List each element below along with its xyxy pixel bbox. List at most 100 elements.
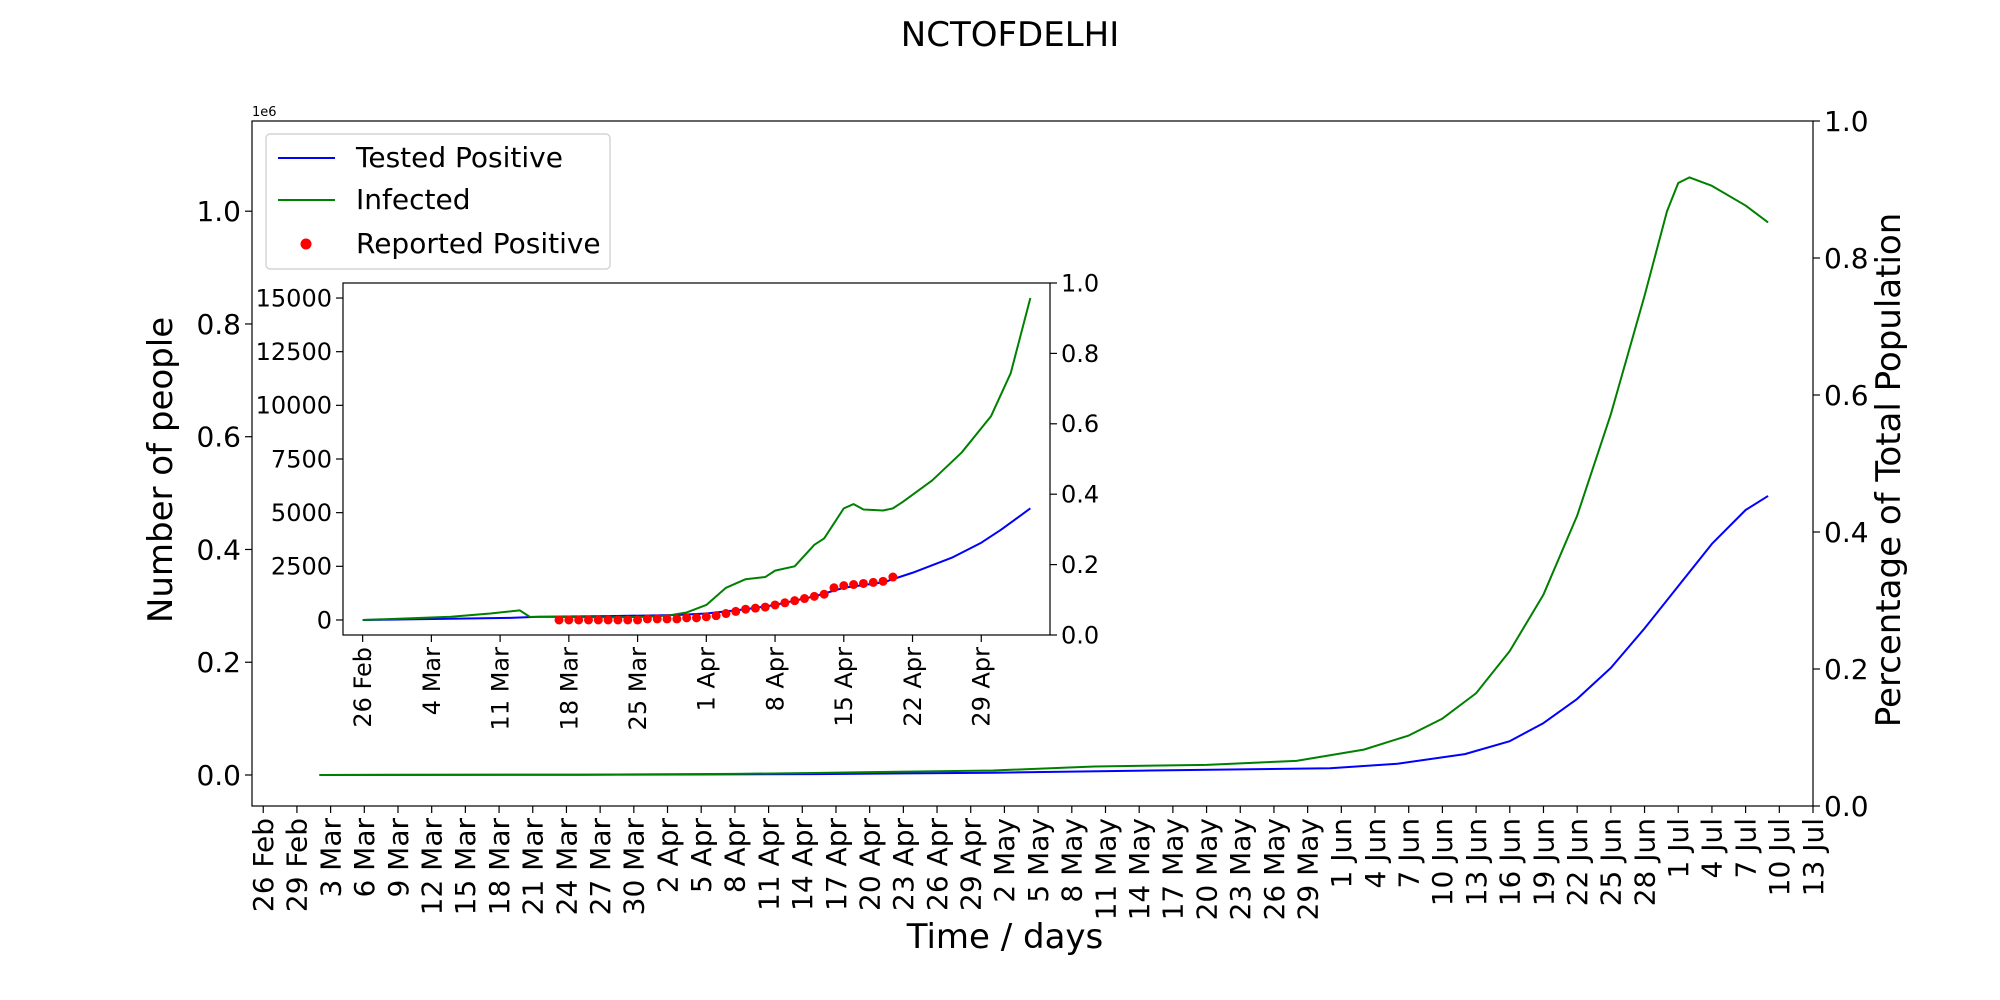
main-y2-tick-label: 0.2 bbox=[1824, 653, 1869, 686]
main-x-tick-label: 3 Mar bbox=[314, 818, 347, 898]
inset-series-line-infected bbox=[362, 297, 1032, 621]
x-axis-label: Time / days bbox=[906, 917, 1104, 957]
y2-axis-label: Percentage of Total Population bbox=[1869, 213, 1909, 728]
main-x-tick-label: 8 Apr bbox=[719, 818, 752, 894]
main-plot-frame bbox=[251, 120, 1814, 807]
main-x-tick-label: 18 Mar bbox=[483, 818, 516, 916]
inset-y2-tick-label: 0.2 bbox=[1061, 551, 1099, 579]
inset-x-tick-label: 22 Apr bbox=[899, 647, 927, 727]
main-x-tick-label: 10 Jun bbox=[1426, 818, 1459, 906]
main-x-tick-label: 27 Mar bbox=[584, 818, 617, 916]
inset-point-reported-positive-26 bbox=[809, 591, 819, 601]
main-x-tick-label: 5 May bbox=[1022, 818, 1055, 903]
inset-y2-tick-label: 0.0 bbox=[1061, 621, 1099, 649]
inset-point-reported-positive-27 bbox=[819, 589, 829, 599]
main-x-tick-label: 8 May bbox=[1056, 818, 1089, 903]
main-series-line-tested-positive bbox=[319, 495, 1769, 776]
inset-background bbox=[343, 283, 1050, 635]
inset-point-reported-positive-0 bbox=[554, 615, 564, 625]
main-y-tick-label: 1.0 bbox=[196, 195, 241, 228]
main-x-tick-label: 4 Jul bbox=[1696, 818, 1729, 879]
inset-y-tick-label: 15000 bbox=[256, 284, 332, 312]
legend-label-infected: Infected bbox=[356, 183, 470, 216]
main-x-tick-label: 20 Apr bbox=[853, 818, 886, 911]
inset-y-tick-label: 12500 bbox=[256, 338, 332, 366]
main-y2-tick-label: 0.0 bbox=[1824, 790, 1869, 823]
inset-series bbox=[362, 297, 1032, 625]
inset-point-reported-positive-31 bbox=[858, 578, 868, 588]
inset-point-reported-positive-21 bbox=[760, 602, 770, 612]
main-x-tick-label: 1 Jul bbox=[1662, 818, 1695, 879]
inset-x-tick-label: 25 Mar bbox=[624, 647, 652, 731]
inset-point-reported-positive-2 bbox=[574, 615, 584, 625]
main-y-tick-label: 0.6 bbox=[196, 421, 241, 454]
inset-point-reported-positive-5 bbox=[603, 615, 613, 625]
main-x-tick-label: 30 Mar bbox=[618, 818, 651, 916]
y-axis-label: Number of people bbox=[141, 317, 181, 623]
inset-point-reported-positive-12 bbox=[672, 614, 682, 624]
main-x-tick-label: 16 Jun bbox=[1494, 818, 1527, 906]
legend-frame bbox=[265, 133, 611, 270]
inset-y2-tick-label: 0.6 bbox=[1061, 410, 1099, 438]
main-x-tick-label: 5 Apr bbox=[685, 818, 718, 894]
inset-x-tick-label: 1 Apr bbox=[693, 647, 721, 712]
inset-point-reported-positive-19 bbox=[741, 604, 751, 614]
main-x-tick-label: 23 May bbox=[1224, 818, 1257, 920]
main-x-tick-label: 21 Mar bbox=[517, 818, 550, 916]
inset-point-reported-positive-17 bbox=[721, 609, 731, 619]
inset-point-reported-positive-9 bbox=[642, 614, 652, 624]
inset-y2-tick-label: 1.0 bbox=[1061, 269, 1099, 297]
main-x-tick-label: 25 Jun bbox=[1595, 818, 1628, 906]
inset-point-reported-positive-7 bbox=[623, 615, 633, 625]
inset-point-reported-positive-13 bbox=[682, 613, 692, 623]
main-y2-tick-label: 0.6 bbox=[1824, 379, 1869, 412]
inset-point-reported-positive-4 bbox=[593, 615, 603, 625]
inset-point-reported-positive-30 bbox=[849, 580, 859, 590]
inset-plot-area bbox=[343, 283, 1050, 635]
main-x-tick-label: 15 Mar bbox=[449, 818, 482, 916]
inset-point-reported-positive-28 bbox=[829, 583, 839, 593]
inset-point-reported-positive-32 bbox=[868, 577, 878, 587]
main-x-tick-label: 22 Jun bbox=[1561, 818, 1594, 906]
main-x-tick-label: 13 Jun bbox=[1460, 818, 1493, 906]
y-axis-offset-text: 1e6 bbox=[252, 105, 277, 120]
inset-y2-tick-label: 0.8 bbox=[1061, 340, 1099, 368]
inset-point-reported-positive-14 bbox=[692, 613, 701, 623]
main-x-tick-label: 14 May bbox=[1123, 818, 1156, 920]
main-x-tick-label: 20 May bbox=[1190, 818, 1223, 920]
main-x-tick-label: 7 Jul bbox=[1729, 818, 1762, 879]
main-axes: 0.0 0.2 0.4 0.6 0.8 1.0 0.0 0.2 0.4 0.6 0.8 1.0 26 F… bbox=[196, 105, 1868, 921]
main-x-tick-label: 10 Jul bbox=[1763, 818, 1796, 896]
inset-point-reported-positive-25 bbox=[800, 594, 810, 604]
main-x-tick-label: 26 Feb bbox=[247, 818, 280, 912]
inset-point-reported-positive-22 bbox=[770, 600, 780, 610]
legend-marker-reported-positive bbox=[300, 238, 312, 250]
main-x-tick-label: 23 Apr bbox=[887, 818, 920, 911]
inset-point-reported-positive-8 bbox=[633, 615, 643, 625]
main-y-tick-label: 0.0 bbox=[196, 759, 241, 792]
main-x-tick-label: 7 Jun bbox=[1393, 818, 1426, 888]
inset-point-reported-positive-24 bbox=[790, 596, 800, 606]
main-x-tick-label: 29 May bbox=[1291, 818, 1324, 920]
inset-x-tick-label: 18 Mar bbox=[555, 647, 583, 731]
inset-x-tick-label: 4 Mar bbox=[418, 647, 446, 715]
main-y-tick-label: 0.8 bbox=[196, 308, 241, 341]
inset-point-reported-positive-33 bbox=[878, 576, 888, 586]
main-x-tick-label: 11 Apr bbox=[752, 818, 785, 911]
inset-point-reported-positive-6 bbox=[613, 615, 623, 625]
main-x-tick-label: 2 Apr bbox=[651, 818, 684, 894]
inset-x-tick-label: 11 Mar bbox=[487, 647, 515, 731]
inset-point-reported-positive-3 bbox=[583, 615, 593, 625]
inset-y-tick-label: 10000 bbox=[256, 392, 332, 420]
inset-point-reported-positive-1 bbox=[564, 615, 574, 625]
inset-y2-tick-label: 0.4 bbox=[1061, 481, 1099, 509]
main-x-tick-label: 17 Apr bbox=[820, 818, 853, 911]
main-y-tick-label: 0.4 bbox=[196, 533, 241, 566]
legend-label-reported-positive: Reported Positive bbox=[356, 227, 601, 260]
inset-point-reported-positive-16 bbox=[711, 611, 721, 621]
inset-x-tick-label: 29 Apr bbox=[968, 647, 996, 727]
main-x-tick-label: 14 Apr bbox=[786, 818, 819, 911]
inset-point-reported-positive-29 bbox=[839, 581, 849, 591]
